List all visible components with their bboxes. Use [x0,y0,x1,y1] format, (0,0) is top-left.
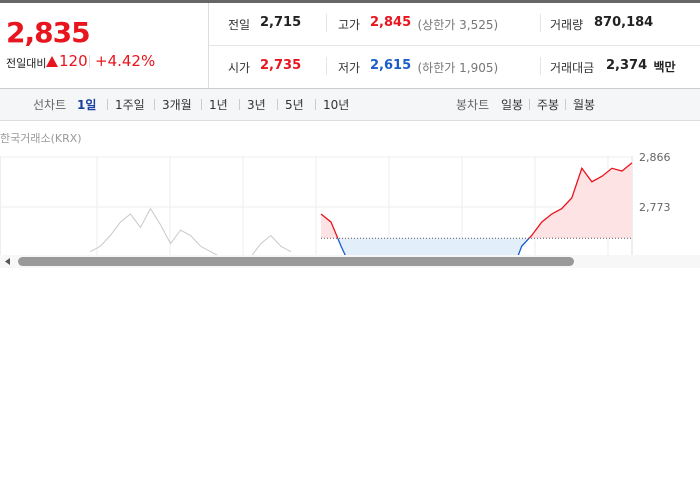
tab-divider [201,99,202,110]
period-tab[interactable]: 3개월 [162,98,192,112]
y-tick-label: 2,773 [639,201,671,214]
stat-label: 거래량 [550,18,584,32]
area-up [321,162,632,239]
y-tick-label: 2,866 [639,151,671,164]
change-label: 전일대비 [6,57,47,70]
tab-divider [565,99,566,110]
stat-value: 2,845 [370,15,412,30]
stat-note: (하한가 1,905) [417,61,499,75]
toolbar-label: 선차트 [33,98,67,112]
stat-label: 거래대금 [550,61,595,75]
stat-note: (상한가 3,525) [417,18,499,32]
scroll-left[interactable] [5,258,10,265]
period-tab[interactable]: 1년 [209,98,228,112]
tab-divider [107,99,108,110]
period-tab[interactable]: 5년 [285,98,304,112]
stat-label: 전일 [228,18,251,32]
divider [208,3,209,88]
stat-value: 2,735 [260,58,302,73]
divider [540,57,541,75]
stat-value: 2,615 [370,58,412,73]
stat-value: 870,184 [594,15,654,30]
tab-divider [529,99,530,110]
tab-divider [239,99,240,110]
period-tab[interactable]: 1주일 [115,98,145,112]
tab-divider [315,99,316,110]
divider [89,55,90,68]
toolbar-label: 봉차트 [456,98,490,112]
divider [540,14,541,32]
change: 120 [59,52,88,70]
toolbar [0,88,700,121]
stat-value: 2,715 [260,15,302,30]
period-tab[interactable]: 1일 [77,98,97,112]
candle-tab[interactable]: 주봉 [537,98,560,112]
up-arrow [46,56,58,67]
scrollbar-thumb[interactable] [18,257,574,266]
divider [209,45,700,46]
source: 한국거래소(KRX) [0,132,82,145]
divider [326,57,327,75]
change-rate: +4.42% [95,52,156,70]
top-border [0,0,700,3]
stat-unit: 백만 [653,60,676,74]
period-tab[interactable]: 3년 [247,98,266,112]
tab-divider [154,99,155,110]
area-down [321,238,632,255]
stat-label: 시가 [228,61,251,75]
current-price: 2,835 [6,16,91,49]
prev-line [90,207,292,255]
stat-label: 저가 [338,61,361,75]
stat-value: 2,374 [606,58,648,73]
tab-divider [277,99,278,110]
divider [326,14,327,32]
stat-label: 고가 [338,18,361,32]
price-line-up [320,162,633,239]
candle-tab[interactable]: 월봉 [573,98,596,112]
candle-tab[interactable]: 일봉 [501,98,524,112]
period-tab[interactable]: 10년 [323,98,350,112]
